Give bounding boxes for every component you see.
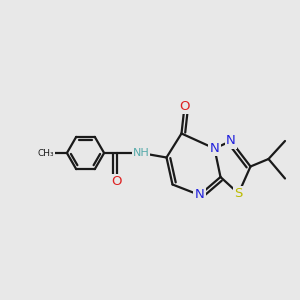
- Text: O: O: [179, 100, 190, 113]
- Text: CH₃: CH₃: [38, 148, 54, 158]
- Text: N: N: [226, 134, 236, 148]
- Text: N: N: [210, 142, 219, 155]
- Text: O: O: [112, 175, 122, 188]
- Text: NH: NH: [133, 148, 149, 158]
- Text: S: S: [234, 187, 243, 200]
- Text: N: N: [195, 188, 204, 202]
